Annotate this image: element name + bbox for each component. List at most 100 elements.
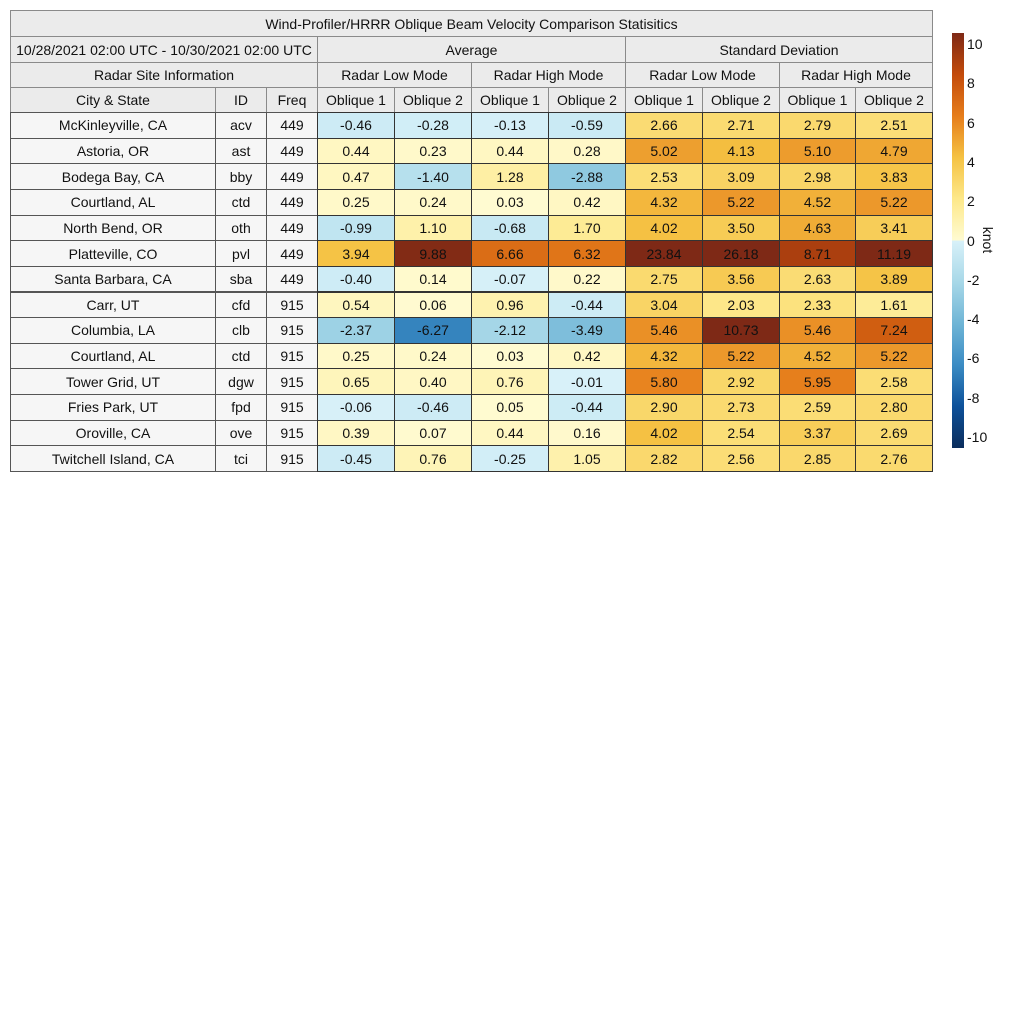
value-cell: 0.76: [471, 368, 549, 396]
site-id: cfd: [215, 291, 267, 319]
value-cell: 0.42: [548, 188, 626, 216]
value-cell: 2.51: [855, 112, 933, 139]
column-header: Oblique 2: [548, 87, 626, 113]
site-city: Courtland, AL: [10, 188, 216, 216]
colorbar-tick: 0: [967, 232, 975, 249]
column-header: Oblique 1: [471, 87, 549, 113]
site-id: oth: [215, 214, 267, 242]
site-city: Santa Barbara, CA: [10, 265, 216, 293]
site-freq: 915: [266, 317, 318, 344]
value-cell: 3.94: [317, 240, 395, 267]
mode-header: Radar High Mode: [471, 62, 626, 88]
colorbar-tick: 4: [967, 153, 975, 170]
value-cell: 5.22: [702, 188, 780, 216]
site-city: Astoria, OR: [10, 137, 216, 165]
value-cell: -2.88: [548, 163, 626, 190]
value-cell: -0.28: [394, 112, 472, 139]
value-cell: 0.23: [394, 137, 472, 165]
value-cell: 4.63: [779, 214, 856, 242]
group-std-dev: Standard Deviation: [625, 36, 933, 63]
value-cell: 2.58: [855, 368, 933, 396]
value-cell: 2.54: [702, 419, 780, 447]
value-cell: -0.01: [548, 368, 626, 396]
value-cell: 0.06: [394, 291, 472, 319]
column-header: Oblique 2: [394, 87, 472, 113]
value-cell: 0.16: [548, 419, 626, 447]
value-cell: 0.03: [471, 188, 549, 216]
value-cell: -0.46: [317, 112, 395, 139]
value-cell: 2.03: [702, 291, 780, 319]
value-cell: 0.28: [548, 137, 626, 165]
value-cell: 2.92: [702, 368, 780, 396]
value-cell: 3.09: [702, 163, 780, 190]
value-cell: 4.52: [779, 188, 856, 216]
value-cell: 26.18: [702, 240, 780, 267]
value-cell: -6.27: [394, 317, 472, 344]
value-cell: -0.13: [471, 112, 549, 139]
site-id: sba: [215, 265, 267, 293]
value-cell: 1.28: [471, 163, 549, 190]
value-cell: 2.63: [779, 265, 856, 293]
value-cell: 3.37: [779, 419, 856, 447]
colorbar-tick: 10: [967, 36, 983, 52]
site-id: clb: [215, 317, 267, 344]
value-cell: 5.80: [625, 368, 703, 396]
value-cell: 6.32: [548, 240, 626, 267]
value-cell: 2.80: [855, 394, 933, 421]
site-freq: 915: [266, 419, 318, 447]
site-freq: 915: [266, 394, 318, 421]
value-cell: 0.40: [394, 368, 472, 396]
site-id: bby: [215, 163, 267, 190]
colorbar-tick: -10: [967, 429, 988, 445]
site-freq: 449: [266, 112, 318, 139]
site-city: North Bend, OR: [10, 214, 216, 242]
site-freq: 915: [266, 291, 318, 319]
value-cell: 9.88: [394, 240, 472, 267]
value-cell: 2.69: [855, 419, 933, 447]
column-header: Oblique 2: [702, 87, 780, 113]
value-cell: 0.22: [548, 265, 626, 293]
value-cell: 2.71: [702, 112, 780, 139]
colorbar-tick: 8: [967, 75, 975, 92]
site-city: Fries Park, UT: [10, 394, 216, 421]
site-freq: 449: [266, 163, 318, 190]
value-cell: 2.59: [779, 394, 856, 421]
value-cell: 0.07: [394, 419, 472, 447]
site-freq: 449: [266, 214, 318, 242]
site-freq: 449: [266, 188, 318, 216]
value-cell: 3.04: [625, 291, 703, 319]
site-id: pvl: [215, 240, 267, 267]
value-cell: 0.25: [317, 342, 395, 370]
value-cell: 0.44: [317, 137, 395, 165]
site-freq: 915: [266, 445, 318, 472]
site-id: fpd: [215, 394, 267, 421]
value-cell: -0.25: [471, 445, 549, 472]
value-cell: 7.24: [855, 317, 933, 344]
site-city: Bodega Bay, CA: [10, 163, 216, 190]
site-city: Twitchell Island, CA: [10, 445, 216, 472]
site-city: Tower Grid, UT: [10, 368, 216, 396]
value-cell: 2.73: [702, 394, 780, 421]
value-cell: 4.13: [702, 137, 780, 165]
column-header: ID: [215, 87, 267, 113]
value-cell: 4.02: [625, 214, 703, 242]
value-cell: 0.44: [471, 137, 549, 165]
value-cell: 0.44: [471, 419, 549, 447]
value-cell: 0.24: [394, 342, 472, 370]
value-cell: -0.07: [471, 265, 549, 293]
colorbar-label: knot: [980, 226, 997, 254]
value-cell: -0.44: [548, 291, 626, 319]
value-cell: 1.05: [548, 445, 626, 472]
value-cell: 4.32: [625, 188, 703, 216]
value-cell: 4.52: [779, 342, 856, 370]
site-id: acv: [215, 112, 267, 139]
value-cell: 1.61: [855, 291, 933, 319]
site-freq: 915: [266, 368, 318, 396]
value-cell: 5.22: [702, 342, 780, 370]
site-city: Courtland, AL: [10, 342, 216, 370]
value-cell: 0.39: [317, 419, 395, 447]
value-cell: 2.56: [702, 445, 780, 472]
site-id: dgw: [215, 368, 267, 396]
value-cell: 5.22: [855, 188, 933, 216]
value-cell: 0.05: [471, 394, 549, 421]
